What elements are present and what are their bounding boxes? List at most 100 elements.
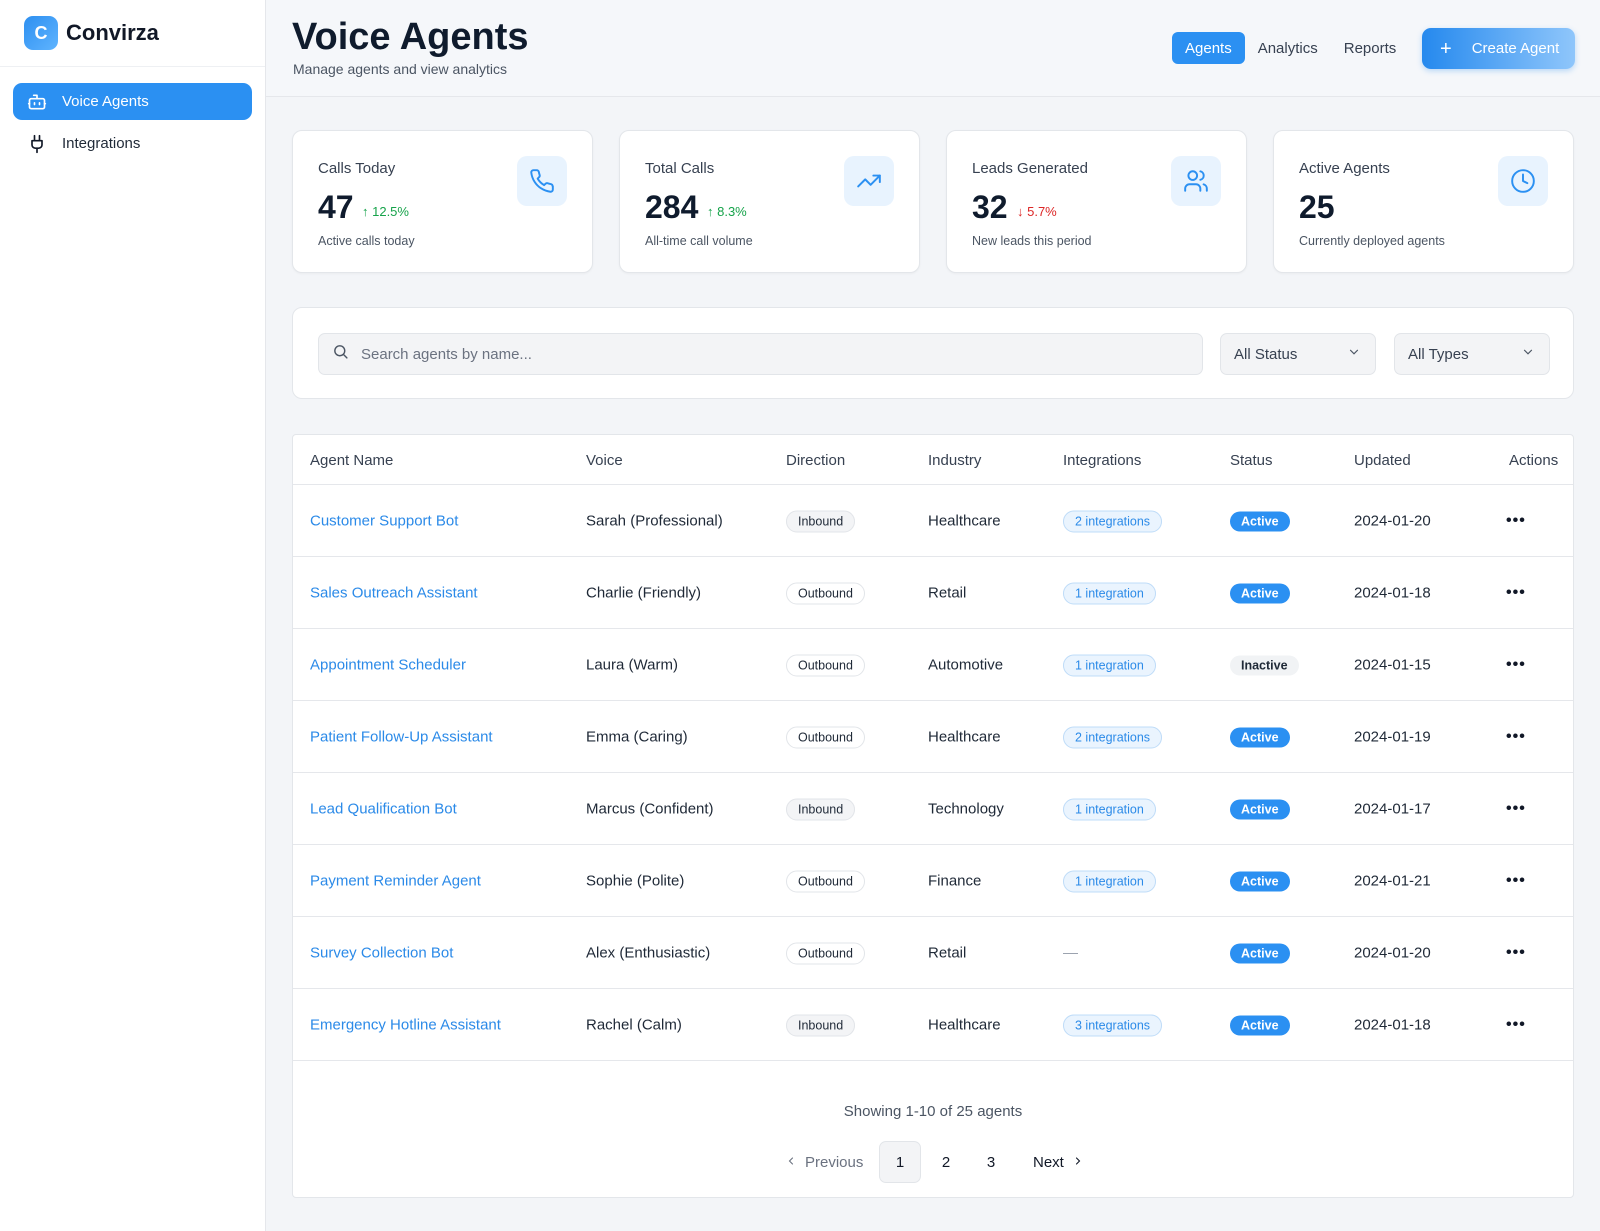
status-badge-cell: Active: [1230, 511, 1290, 531]
agent-name-link-cell: Survey Collection Bot: [310, 944, 453, 961]
agent-name-link[interactable]: Patient Follow-Up Assistant: [310, 728, 493, 745]
integrations-badge: 3 integrations: [1063, 1014, 1163, 1036]
table-row[interactable]: Sales Outreach Assistant Charlie (Friendl…: [293, 557, 1573, 629]
more-actions-icon-cell: •••: [1506, 872, 1526, 890]
next-page-button[interactable]: Next: [1033, 1141, 1084, 1183]
more-actions-icon[interactable]: •••: [1506, 727, 1526, 745]
integrations-badge: 1 integration: [1063, 798, 1156, 820]
more-actions-icon[interactable]: •••: [1506, 871, 1526, 889]
stat-desc: All-time call volume: [645, 234, 753, 248]
page-button-3[interactable]: 3: [986, 1153, 996, 1171]
column-header[interactable]: Agent Name: [310, 452, 394, 469]
integrations-badge-cell: 1 integration: [1063, 870, 1156, 892]
stat-change: ↑ 8.3%: [707, 204, 747, 219]
more-actions-icon[interactable]: •••: [1506, 583, 1526, 601]
page-subtitle: Manage agents and view analytics: [293, 61, 508, 77]
agent-name-link[interactable]: Lead Qualification Bot: [310, 800, 457, 817]
table-row[interactable]: Emergency Hotline Assistant Rachel (Calm)…: [293, 989, 1573, 1061]
search-input[interactable]: [361, 345, 1161, 363]
agent-name-link[interactable]: Sales Outreach Assistant: [310, 584, 478, 601]
agent-voice: Laura (Warm): [586, 656, 678, 673]
integrations-badge-cell: 2 integrations: [1063, 510, 1163, 532]
chevron-down-icon: [1521, 345, 1535, 363]
direction-badge-cell: Outbound: [786, 942, 865, 964]
agent-voice-cell: Marcus (Confident): [586, 800, 714, 817]
more-actions-icon[interactable]: •••: [1506, 1015, 1526, 1033]
agent-voice: Sarah (Professional): [586, 512, 723, 529]
phone-icon: [517, 156, 567, 206]
agent-voice: Charlie (Friendly): [586, 584, 702, 601]
column-header[interactable]: Integrations: [1063, 452, 1142, 469]
sidebar-item-voice-agents[interactable]: Voice Agents: [13, 83, 252, 120]
table-row[interactable]: Lead Qualification Bot Marcus (Confident)…: [293, 773, 1573, 845]
updated-date: 2024-01-21: [1354, 872, 1431, 889]
table-row[interactable]: Patient Follow-Up Assistant Emma (Caring)…: [293, 701, 1573, 773]
column-header[interactable]: Direction: [786, 452, 846, 469]
direction-badge: Outbound: [786, 942, 865, 964]
search-box[interactable]: [318, 333, 1203, 375]
updated-date: 2024-01-18: [1354, 1016, 1431, 1033]
agent-name-link-cell: Patient Follow-Up Assistant: [310, 728, 493, 745]
table-row[interactable]: Appointment Scheduler Laura (Warm) Outboun…: [293, 629, 1573, 701]
status-badge: Active: [1230, 1015, 1290, 1035]
agent-name-link[interactable]: Survey Collection Bot: [310, 944, 454, 961]
direction-badge: Outbound: [786, 870, 865, 892]
chevron-left-icon: [785, 1154, 797, 1171]
integrations-badge-cell: —: [1063, 944, 1078, 961]
agent-name-link[interactable]: Appointment Scheduler: [310, 656, 466, 673]
sidebar-item-integrations[interactable]: Integrations: [13, 125, 252, 162]
agent-name-link[interactable]: Customer Support Bot: [310, 512, 459, 529]
agent-name-link-cell: Payment Reminder Agent: [310, 872, 481, 889]
previous-page-button[interactable]: Previous: [785, 1141, 863, 1183]
agent-name-link-cell: Lead Qualification Bot: [310, 800, 457, 817]
updated-date-cell: 2024-01-20: [1354, 512, 1431, 529]
column-header[interactable]: Updated: [1354, 452, 1411, 469]
updated-date-cell: 2024-01-17: [1354, 800, 1431, 817]
top-tabs: Agents Analytics Reports: [1172, 32, 1409, 64]
brand[interactable]: C Convirza: [0, 0, 265, 67]
more-actions-icon[interactable]: •••: [1506, 799, 1526, 817]
agent-voice-cell: Charlie (Friendly): [586, 584, 701, 601]
agent-industry: Retail: [928, 944, 967, 961]
tab-analytics[interactable]: Analytics: [1257, 39, 1318, 57]
stat-label: Calls Today: [318, 160, 396, 177]
search-icon: [332, 343, 349, 365]
status-badge: Active: [1230, 871, 1290, 891]
status-badge: Active: [1230, 943, 1290, 963]
integrations-badge: 1 integration: [1063, 654, 1156, 676]
updated-date: 2024-01-19: [1354, 728, 1431, 745]
updated-date-cell: 2024-01-18: [1354, 1016, 1431, 1033]
more-actions-icon[interactable]: •••: [1506, 511, 1526, 529]
page-button-2[interactable]: 2: [941, 1153, 951, 1171]
integrations-badge: 1 integration: [1063, 582, 1156, 604]
table-row[interactable]: Survey Collection Bot Alex (Enthusiastic)…: [293, 917, 1573, 989]
table-row[interactable]: Customer Support Bot Sarah (Professional)…: [293, 485, 1573, 557]
agent-industry: Healthcare: [928, 1016, 1001, 1033]
integrations-badge: 1 integration: [1063, 870, 1156, 892]
column-header[interactable]: Status: [1230, 452, 1273, 469]
agent-name-link[interactable]: Emergency Hotline Assistant: [310, 1016, 501, 1033]
create-agent-button[interactable]: + Create Agent: [1422, 28, 1575, 69]
agent-name-link[interactable]: Payment Reminder Agent: [310, 872, 481, 889]
status-select[interactable]: All Status: [1220, 333, 1376, 375]
table-header: Agent Name Voice Direction Industry Inte…: [293, 435, 1573, 485]
column-header[interactable]: Voice: [586, 452, 623, 469]
status-badge: Inactive: [1230, 655, 1299, 675]
updated-date-cell: 2024-01-19: [1354, 728, 1431, 745]
more-actions-icon[interactable]: •••: [1506, 943, 1526, 961]
updated-date-cell: 2024-01-15: [1354, 656, 1431, 673]
status-badge-cell: Active: [1230, 943, 1290, 963]
more-actions-icon[interactable]: •••: [1506, 655, 1526, 673]
column-header[interactable]: Industry: [928, 452, 982, 469]
users-icon: [1171, 156, 1221, 206]
page-button-1[interactable]: 1: [879, 1141, 921, 1183]
integrations-badge-cell: 2 integrations: [1063, 726, 1163, 748]
agent-name-link-cell: Sales Outreach Assistant: [310, 584, 478, 601]
tab-reports[interactable]: Reports: [1343, 39, 1397, 57]
table-row[interactable]: Payment Reminder Agent Sophie (Polite) Out…: [293, 845, 1573, 917]
more-actions-icon-cell: •••: [1506, 944, 1526, 962]
tab-agents[interactable]: Agents: [1172, 32, 1245, 64]
type-select[interactable]: All Types: [1394, 333, 1550, 375]
status-badge-cell: Active: [1230, 799, 1290, 819]
updated-date-cell: 2024-01-20: [1354, 944, 1431, 961]
